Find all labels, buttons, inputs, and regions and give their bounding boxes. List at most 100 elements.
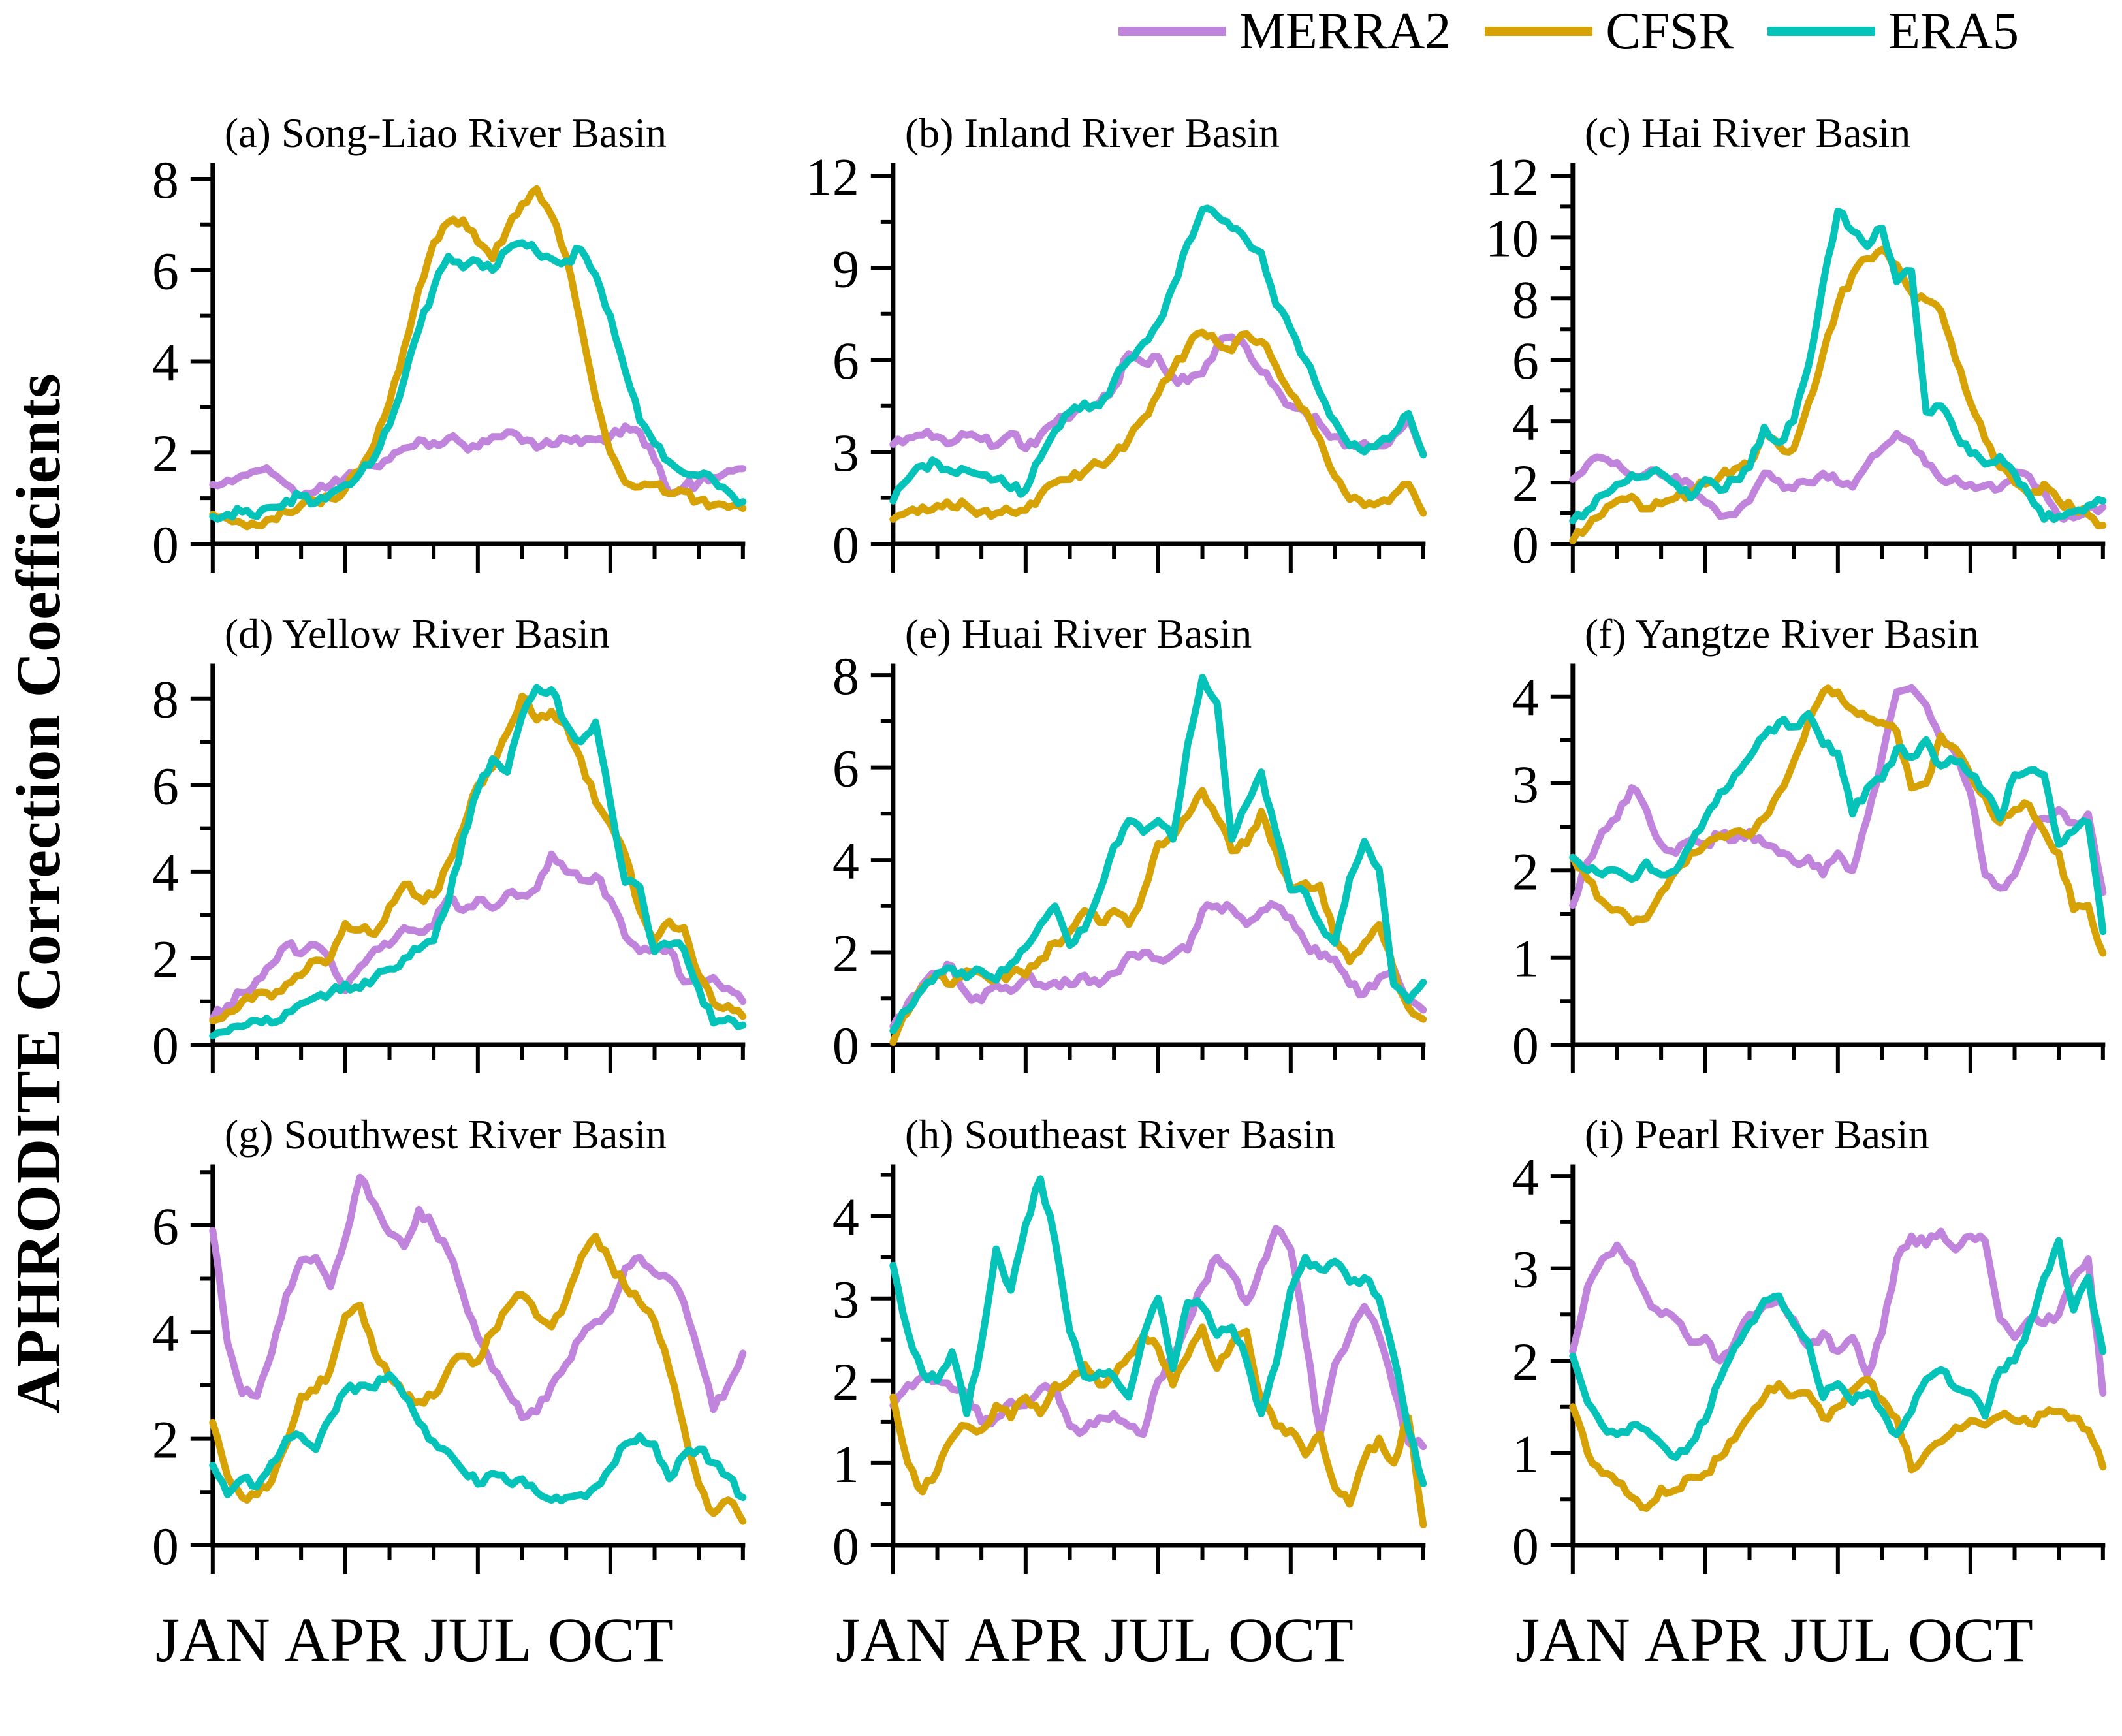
legend-label-cfsr: CFSR — [1606, 3, 1734, 60]
y-tick-label: 3 — [1512, 1240, 1539, 1299]
y-tick-label: 6 — [1512, 331, 1539, 390]
panel-title: (h) Southeast River Basin — [904, 1111, 1335, 1158]
x-tick-label: JUL — [424, 1605, 531, 1675]
series-line-era5 — [889, 674, 1427, 1035]
legend: MERRA2 CFSR ERA5 — [1118, 4, 2019, 59]
axis-lines — [210, 663, 746, 1047]
y-tick-label: 4 — [832, 831, 859, 891]
x-tick-label: OCT — [1227, 1605, 1353, 1675]
panel-title: (e) Huai River Basin — [904, 610, 1251, 657]
y-tick-label: 4 — [1512, 668, 1539, 727]
series-line-cfsr — [209, 692, 747, 1024]
y-tick-label: 0 — [832, 1517, 859, 1576]
series-line-cfsr — [889, 328, 1427, 523]
series-line-era5 — [889, 204, 1427, 505]
y-tick-label: 0 — [1512, 515, 1539, 575]
series-line-merra2 — [209, 850, 747, 1022]
series-line-merra2 — [889, 900, 1427, 1030]
panel-b-chart: 0 3 6 9 12 (b) Inland River Basin — [805, 110, 1427, 575]
series-line-cfsr — [1569, 245, 2107, 544]
y-tick-label: 6 — [832, 739, 859, 798]
panel-title: (c) Hai River Basin — [1585, 110, 1910, 156]
y-tick-label: 2 — [832, 1352, 859, 1412]
y-tick-label: 10 — [1485, 208, 1539, 268]
y-tick-label: 4 — [832, 1188, 859, 1247]
y-tick-label: 6 — [152, 756, 179, 815]
y-tick-label: 0 — [152, 1016, 179, 1075]
y-tick-label: 4 — [1512, 392, 1539, 452]
x-tick-label: APR — [1645, 1605, 1767, 1675]
x-tick-label: JAN — [155, 1605, 270, 1675]
legend-item-era5: ERA5 — [1767, 4, 2019, 59]
series-line-era5 — [1569, 207, 2107, 525]
series-line-cfsr — [209, 185, 747, 531]
panel-grid: 0 2 4 6 8 (a) Song-Liao River Basin 0 3 6 9 12 (b)… — [82, 108, 2115, 1736]
panel-title: (d) Yellow River Basin — [225, 610, 610, 657]
series-line-cfsr — [1569, 1375, 2107, 1512]
y-tick-label: 8 — [1512, 270, 1539, 329]
y-tick-label: 6 — [152, 1197, 179, 1256]
y-tick-label: 6 — [832, 331, 859, 390]
panel-d-chart: 0 2 4 6 8 (d) Yellow River Basin — [152, 610, 747, 1075]
series-line-merra2 — [1569, 684, 2107, 909]
x-tick-label: JUL — [1104, 1605, 1212, 1675]
y-tick-label: 2 — [152, 1410, 179, 1470]
series-line-merra2 — [889, 1225, 1427, 1451]
series-line-era5 — [209, 1371, 747, 1505]
y-tick-label: 12 — [1485, 147, 1539, 206]
y-tick-label: 9 — [832, 239, 859, 298]
era5-line-swatch-icon — [1767, 27, 1875, 36]
y-tick-label: 8 — [152, 150, 179, 210]
panel-i-chart: 0 1 2 3 4 JAN APR JUL OCT (i) Pearl River Basin — [1512, 1111, 2107, 1675]
panel-title: (b) Inland River Basin — [904, 110, 1279, 156]
merra2-line-swatch-icon — [1118, 27, 1226, 36]
y-tick-label: 2 — [152, 424, 179, 483]
y-tick-label: 3 — [832, 423, 859, 482]
y-tick-label: 2 — [152, 929, 179, 988]
series-line-cfsr — [209, 1232, 747, 1525]
x-tick-label: JAN — [1515, 1605, 1630, 1675]
series-line-merra2 — [889, 333, 1427, 457]
series-line-era5 — [209, 684, 747, 1040]
y-tick-label: 8 — [832, 646, 859, 706]
y-tick-label: 4 — [152, 333, 179, 392]
panel-title: (a) Song-Liao River Basin — [225, 110, 667, 156]
legend-item-merra2: MERRA2 — [1118, 4, 1451, 59]
series-line-era5 — [1569, 1237, 2107, 1462]
x-tick-label: OCT — [548, 1605, 673, 1675]
y-tick-label: 1 — [1512, 929, 1539, 988]
series-line-cfsr — [1569, 684, 2107, 957]
x-tick-label: OCT — [1908, 1605, 2033, 1675]
series-line-cfsr — [889, 1323, 1427, 1528]
y-tick-label: 2 — [1512, 842, 1539, 901]
x-tick-label: JUL — [1784, 1605, 1892, 1675]
y-tick-label: 2 — [1512, 1332, 1539, 1391]
series-line-merra2 — [1569, 1227, 2107, 1397]
y-tick-label: 6 — [152, 242, 179, 301]
y-tick-label: 8 — [152, 670, 179, 729]
y-tick-label: 4 — [152, 843, 179, 902]
y-tick-label: 0 — [1512, 1016, 1539, 1075]
y-tick-label: 4 — [1512, 1147, 1539, 1207]
x-tick-label: APR — [284, 1605, 406, 1675]
legend-label-era5: ERA5 — [1888, 3, 2019, 60]
x-tick-label: APR — [964, 1605, 1086, 1675]
series-line-era5 — [209, 239, 747, 523]
panel-f-chart: 0 1 2 3 4 (f) Yangtze River Basin — [1512, 610, 2107, 1075]
legend-item-cfsr: CFSR — [1485, 4, 1734, 59]
panel-g-chart: 0 2 4 6 JAN APR JUL OCT (g) Southwest River Basi… — [152, 1111, 747, 1675]
y-tick-label: 2 — [1512, 454, 1539, 513]
y-tick-label: 0 — [832, 1016, 859, 1075]
panel-title: (f) Yangtze River Basin — [1585, 610, 1979, 657]
axis-lines — [1570, 1164, 2106, 1548]
y-tick-label: 1 — [1512, 1425, 1539, 1484]
y-tick-label: 3 — [1512, 755, 1539, 814]
y-tick-label: 2 — [832, 924, 859, 983]
y-tick-label: 0 — [152, 1517, 179, 1576]
panel-a-chart: 0 2 4 6 8 (a) Song-Liao River Basin — [152, 110, 747, 575]
y-axis-label: APHRODITE Correction Coefficients — [3, 373, 73, 1413]
y-tick-label: 1 — [832, 1434, 859, 1494]
y-tick-label: 0 — [832, 515, 859, 575]
x-tick-label: JAN — [835, 1605, 950, 1675]
